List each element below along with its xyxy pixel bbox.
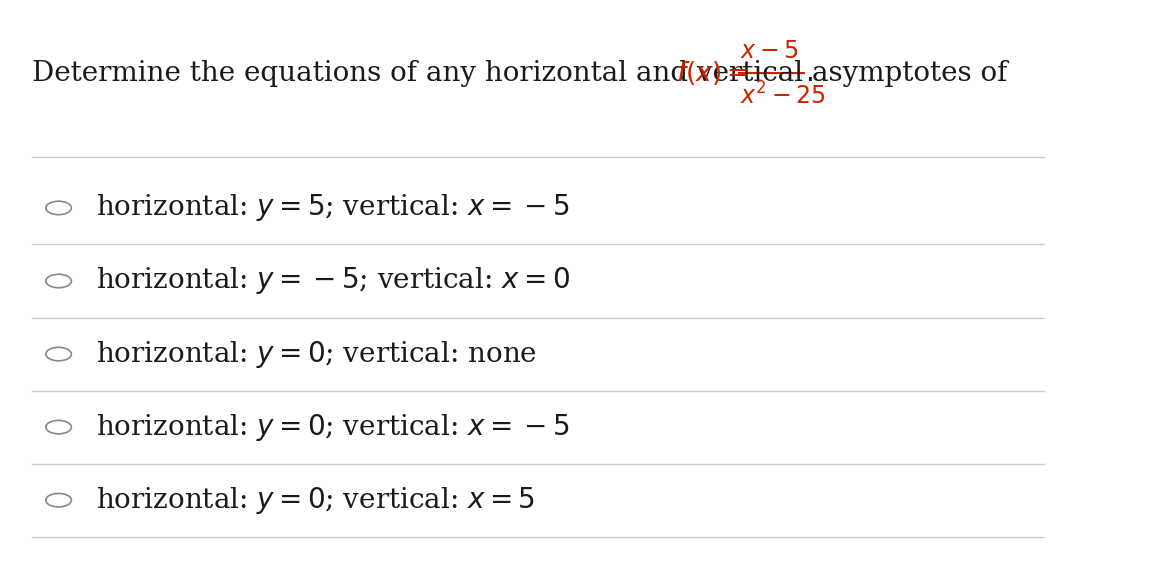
- Text: .: .: [806, 59, 815, 87]
- Text: $x^2 - 25$: $x^2 - 25$: [741, 82, 826, 109]
- Text: Determine the equations of any horizontal and vertical asymptotes of: Determine the equations of any horizonta…: [32, 60, 1017, 87]
- Text: horizontal: $y = 5$; vertical: $x = -5$: horizontal: $y = 5$; vertical: $x = -5$: [96, 192, 569, 224]
- Text: $f(x)=$: $f(x)=$: [676, 59, 749, 87]
- Text: horizontal: $y = 0$; vertical: $x = 5$: horizontal: $y = 0$; vertical: $x = 5$: [96, 484, 535, 516]
- Text: horizontal: $y = 0$; vertical: none: horizontal: $y = 0$; vertical: none: [96, 338, 537, 370]
- Text: horizontal: $y = 0$; vertical: $x = -5$: horizontal: $y = 0$; vertical: $x = -5$: [96, 411, 569, 443]
- Text: horizontal: $y = -5$; vertical: $x = 0$: horizontal: $y = -5$; vertical: $x = 0$: [96, 265, 570, 297]
- Text: $x - 5$: $x - 5$: [741, 39, 799, 62]
